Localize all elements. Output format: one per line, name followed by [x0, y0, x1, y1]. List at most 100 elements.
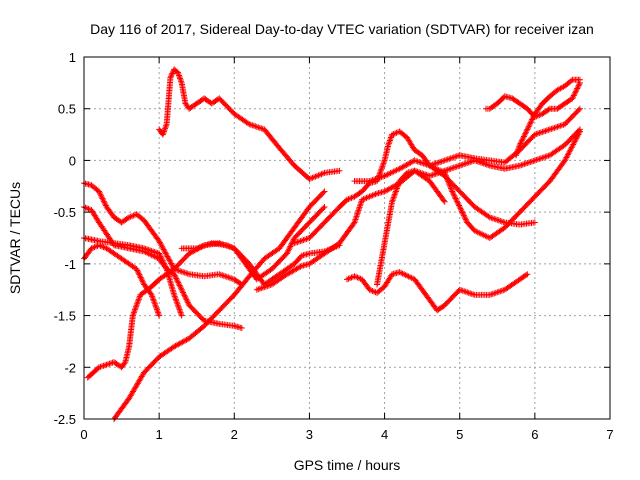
x-tick-label: 1 [156, 427, 163, 442]
data-point [447, 165, 454, 172]
data-point [522, 160, 529, 167]
data-point [491, 290, 498, 297]
data-point [176, 305, 183, 312]
data-point [153, 305, 160, 312]
data-point [442, 172, 449, 179]
data-point [513, 150, 520, 157]
data-point [451, 194, 458, 201]
data-point [446, 155, 453, 162]
data-point [163, 122, 170, 129]
y-tick-label: -1 [64, 257, 76, 272]
data-point [158, 256, 165, 263]
data-point [394, 184, 401, 191]
data-point [576, 128, 583, 135]
data-point [576, 81, 583, 88]
data-point [294, 239, 301, 246]
data-point [135, 297, 142, 304]
data-point [178, 285, 185, 292]
data-point [458, 206, 465, 213]
data-point [557, 122, 564, 129]
data-point [443, 174, 450, 181]
data-point [151, 299, 158, 306]
data-point [173, 299, 180, 306]
data-point [183, 270, 190, 277]
data-point [175, 303, 182, 310]
data-point [429, 171, 436, 178]
data-point [518, 139, 525, 146]
data-point [297, 263, 304, 270]
data-point [446, 181, 453, 188]
y-tick-label: -2.5 [54, 412, 76, 427]
data-point [546, 126, 553, 133]
data-point [377, 169, 384, 176]
data-point [522, 130, 529, 137]
x-tick-label: 3 [306, 427, 313, 442]
data-point [158, 254, 165, 261]
data-point [377, 167, 384, 174]
data-point [468, 290, 475, 297]
data-point [497, 288, 504, 295]
data-point [180, 289, 187, 296]
data-point [576, 76, 583, 83]
data-point [543, 127, 550, 134]
data-point [447, 155, 454, 162]
data-point [173, 297, 180, 304]
data-point [253, 123, 260, 130]
data-point [320, 205, 327, 212]
data-point [353, 214, 360, 221]
data-point [96, 188, 103, 195]
y-tick-label: -1.5 [54, 309, 76, 324]
data-point [182, 293, 189, 300]
data-point [527, 120, 534, 127]
data-point [443, 156, 450, 163]
data-point [160, 260, 167, 267]
data-point [447, 184, 454, 191]
data-point [178, 268, 185, 275]
data-point [217, 271, 224, 278]
data-point [175, 279, 182, 286]
data-point [134, 268, 141, 275]
data-point [458, 162, 465, 169]
data-point [149, 294, 156, 301]
data-point [178, 78, 185, 85]
data-point [438, 158, 445, 165]
data-point [548, 125, 555, 132]
series-16 [513, 76, 583, 159]
data-point [392, 189, 399, 196]
data-point [470, 291, 477, 298]
data-point [395, 181, 402, 188]
data-point [357, 202, 364, 209]
data-point [174, 302, 181, 309]
data-point [283, 250, 290, 257]
data-point [131, 306, 138, 313]
data-point [575, 106, 582, 113]
data-point [449, 188, 456, 195]
data-point [392, 188, 399, 195]
data-point [441, 169, 448, 176]
data-point [157, 253, 164, 260]
data-point [456, 162, 463, 169]
data-point [152, 302, 159, 309]
data-point [298, 237, 305, 244]
data-point [464, 289, 471, 296]
data-point [453, 198, 460, 205]
data-point [534, 156, 541, 163]
data-point [253, 286, 260, 293]
data-point [160, 258, 167, 265]
data-point [574, 84, 581, 91]
data-point [413, 157, 420, 164]
data-point [417, 159, 424, 166]
data-point [172, 274, 179, 281]
data-point [385, 141, 392, 148]
data-point [98, 192, 105, 199]
data-point [381, 158, 388, 165]
data-point [387, 136, 394, 143]
data-point [453, 153, 460, 160]
x-tick-label: 7 [606, 427, 613, 442]
data-point [491, 215, 498, 222]
data-point [353, 213, 360, 220]
data-point [244, 120, 251, 127]
y-tick-label: 0 [69, 153, 76, 168]
data-point [462, 215, 469, 222]
data-point [153, 306, 160, 313]
